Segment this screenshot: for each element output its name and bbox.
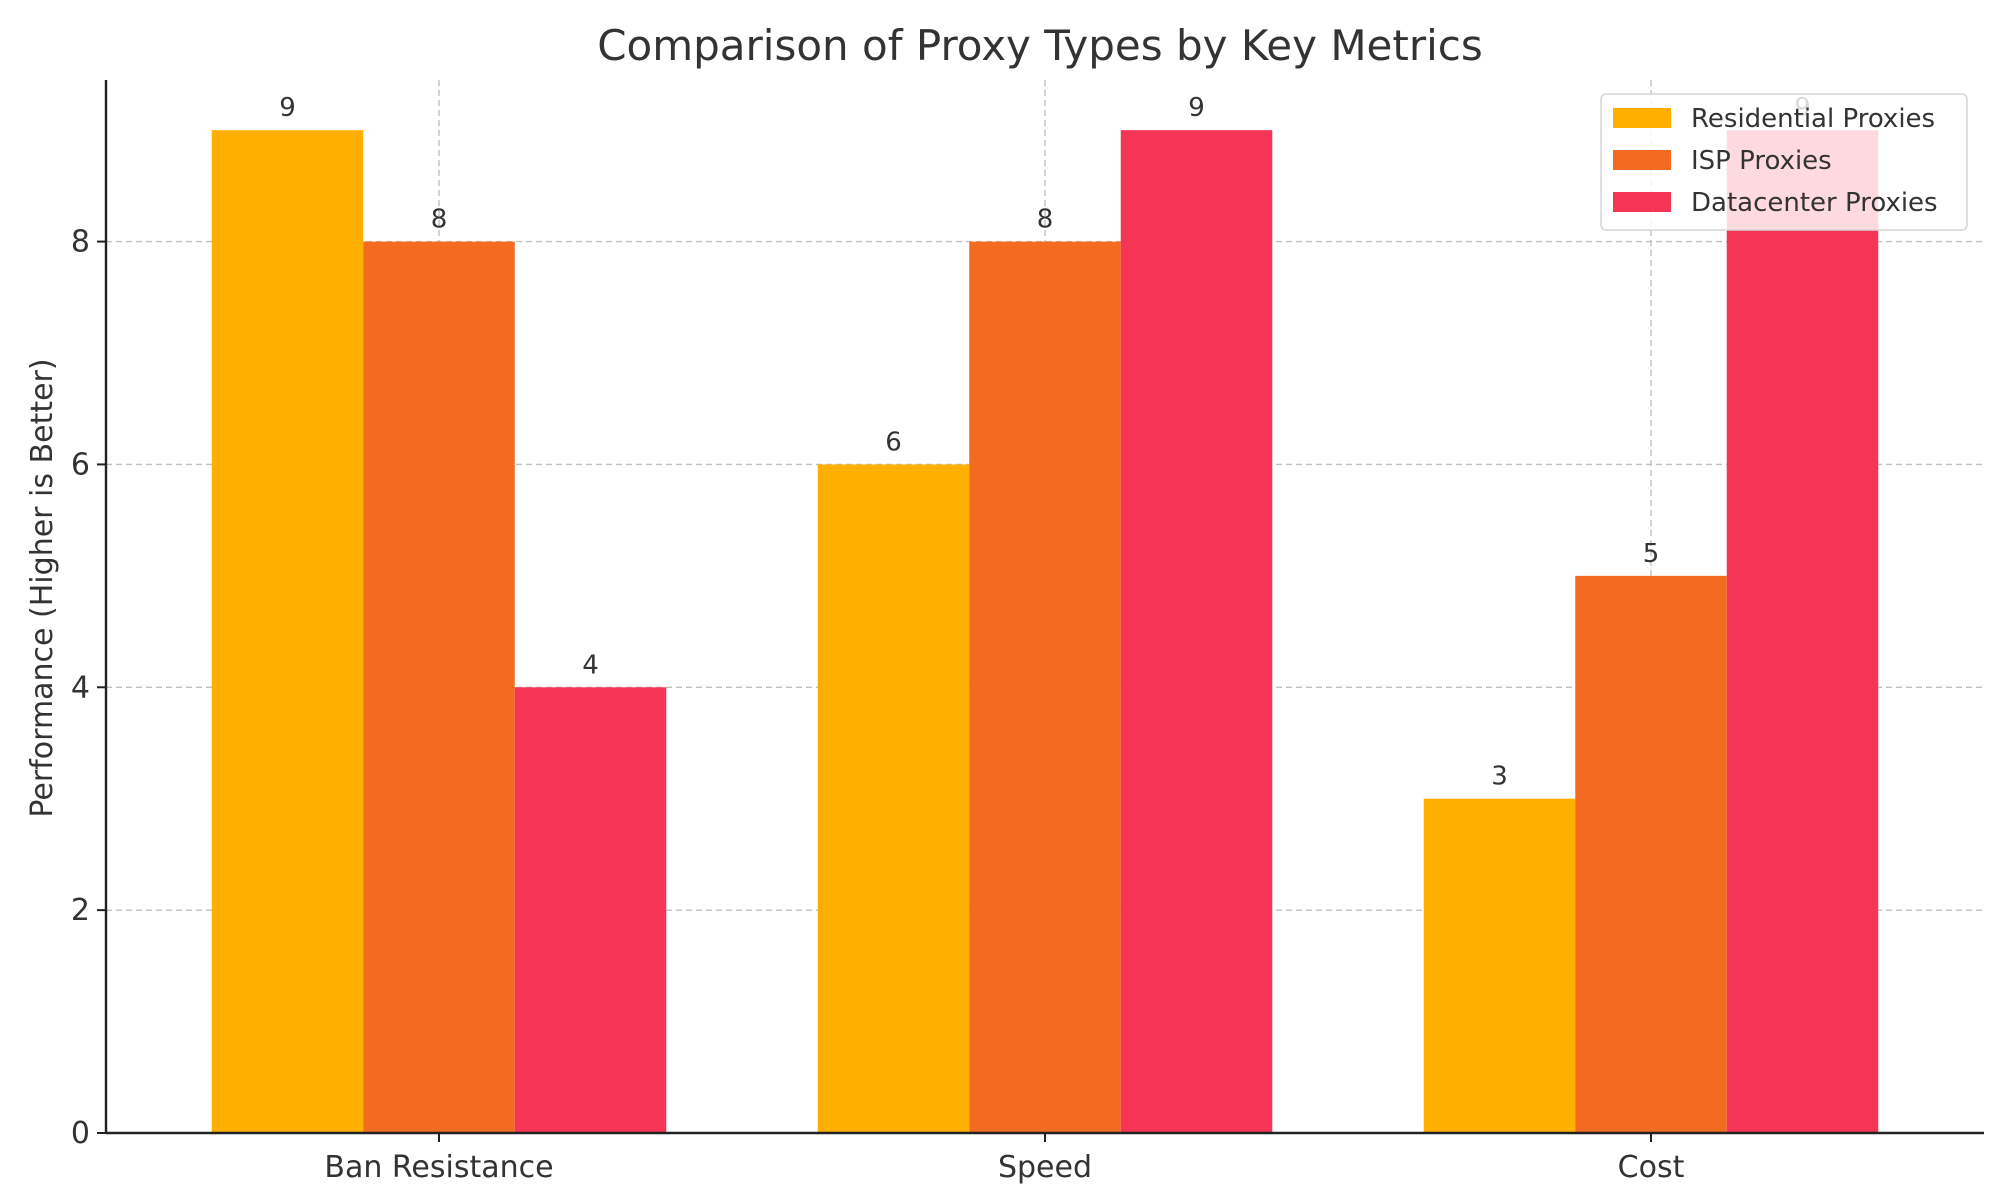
bar: [363, 241, 515, 1134]
bar: [1575, 575, 1727, 1133]
legend-frame: [1600, 93, 1968, 231]
legend-label: Residential Proxies: [1691, 104, 1935, 134]
bar: [1423, 798, 1576, 1133]
legend-label: Datacenter Proxies: [1691, 188, 1938, 218]
bar: [1120, 130, 1273, 1134]
bar: [1726, 130, 1879, 1134]
y-tick-label: 8: [71, 225, 90, 260]
bar: [969, 241, 1121, 1134]
bar: [817, 464, 970, 1133]
tick-labels: 0 2 4 6 8 Ban Resistance Speed Cost: [71, 225, 1685, 1185]
bar: [211, 130, 364, 1134]
bar-value-label: 5: [1643, 539, 1660, 569]
y-tick-label: 2: [71, 893, 90, 928]
bar-value-label: 4: [582, 650, 599, 680]
legend-swatch: [1613, 108, 1671, 128]
bar: [514, 687, 667, 1133]
bar-value-label: 8: [431, 205, 448, 235]
chart-title: Comparison of Proxy Types by Key Metrics: [597, 21, 1483, 70]
axes: [97, 80, 1984, 1142]
y-axis-label: Performance (Higher is Better): [25, 358, 60, 817]
legend-swatch: [1613, 192, 1671, 212]
x-tick-label: Ban Resistance: [324, 1150, 553, 1185]
x-tick-label: Speed: [998, 1150, 1092, 1185]
y-tick-label: 4: [71, 670, 90, 705]
y-tick-label: 6: [71, 447, 90, 482]
y-tick-label: 0: [71, 1116, 90, 1151]
bar-value-label: 3: [1491, 762, 1508, 792]
legend-label: ISP Proxies: [1691, 146, 1832, 176]
bar-value-label: 9: [1188, 93, 1205, 123]
legend: Residential Proxies ISP Proxies Datacenter…: [1600, 93, 1968, 231]
legend-swatch: [1613, 150, 1671, 170]
bar-value-label: 9: [279, 93, 296, 123]
x-tick-label: Cost: [1618, 1150, 1685, 1185]
bar-value-label: 8: [1037, 205, 1054, 235]
bars: [211, 130, 1879, 1134]
bar-value-label: 6: [885, 427, 902, 457]
